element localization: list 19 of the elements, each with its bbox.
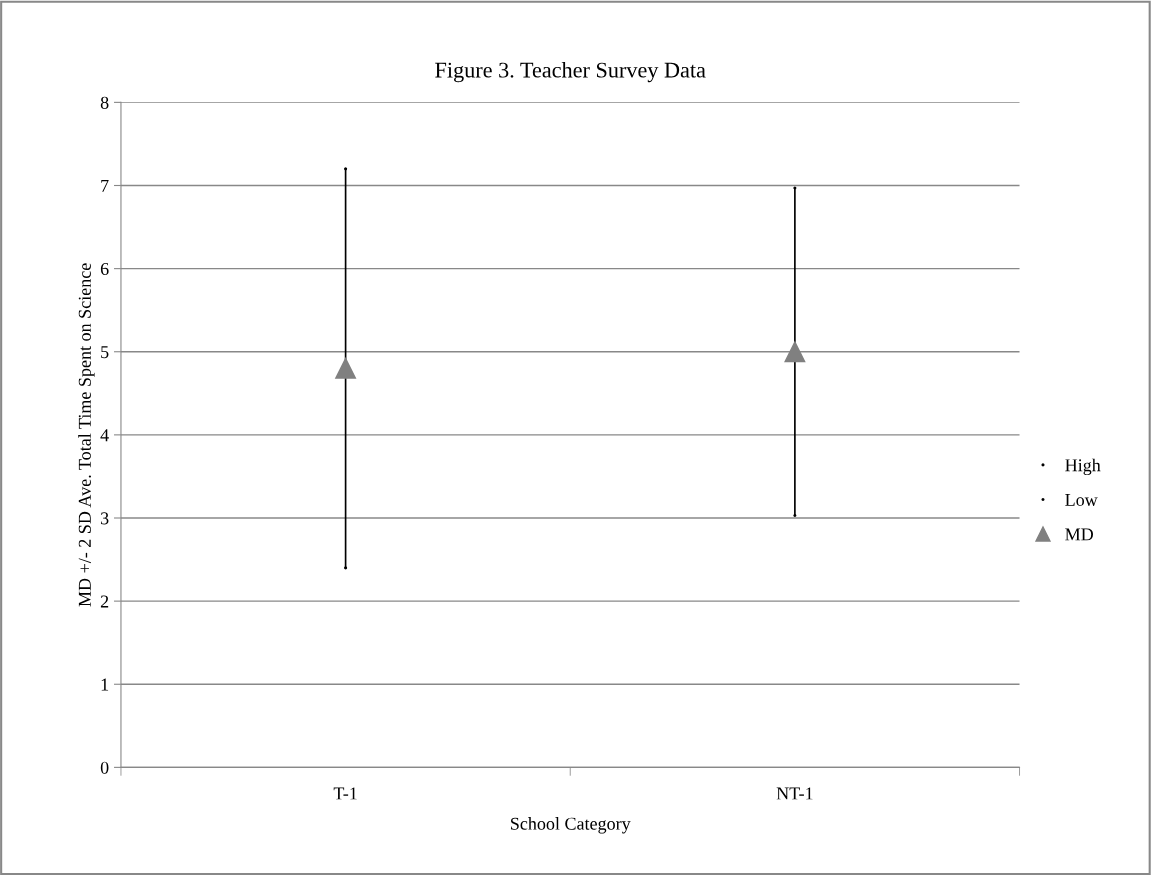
y-tick-label: 1 [101,678,109,691]
y-tick-label: 3 [100,512,109,525]
y-axis-title: MD +/- 2 SD Ave. Total Time Spent on Science [78,263,95,607]
legend-label: MD [1065,528,1094,541]
point [335,357,357,379]
x-axis-title: School Category [511,817,631,834]
y-tick-label: 2 [100,595,109,608]
y-tick-label: 0 [100,761,109,774]
chart-title: Figure 3. Teacher Survey Data [435,61,706,83]
y-tick-label: 8 [100,96,109,109]
y-tick-label: 7 [101,179,109,192]
x-tick-label: NT-1 [776,787,813,800]
y-tick-label: 5 [101,346,109,359]
y-tick-label: 4 [100,429,109,442]
y-tick-label: 6 [100,262,109,276]
x-tick-label: T-1 [333,787,357,800]
legend-label: Low [1065,493,1098,506]
point [784,341,806,363]
legend-label: High [1065,458,1101,476]
